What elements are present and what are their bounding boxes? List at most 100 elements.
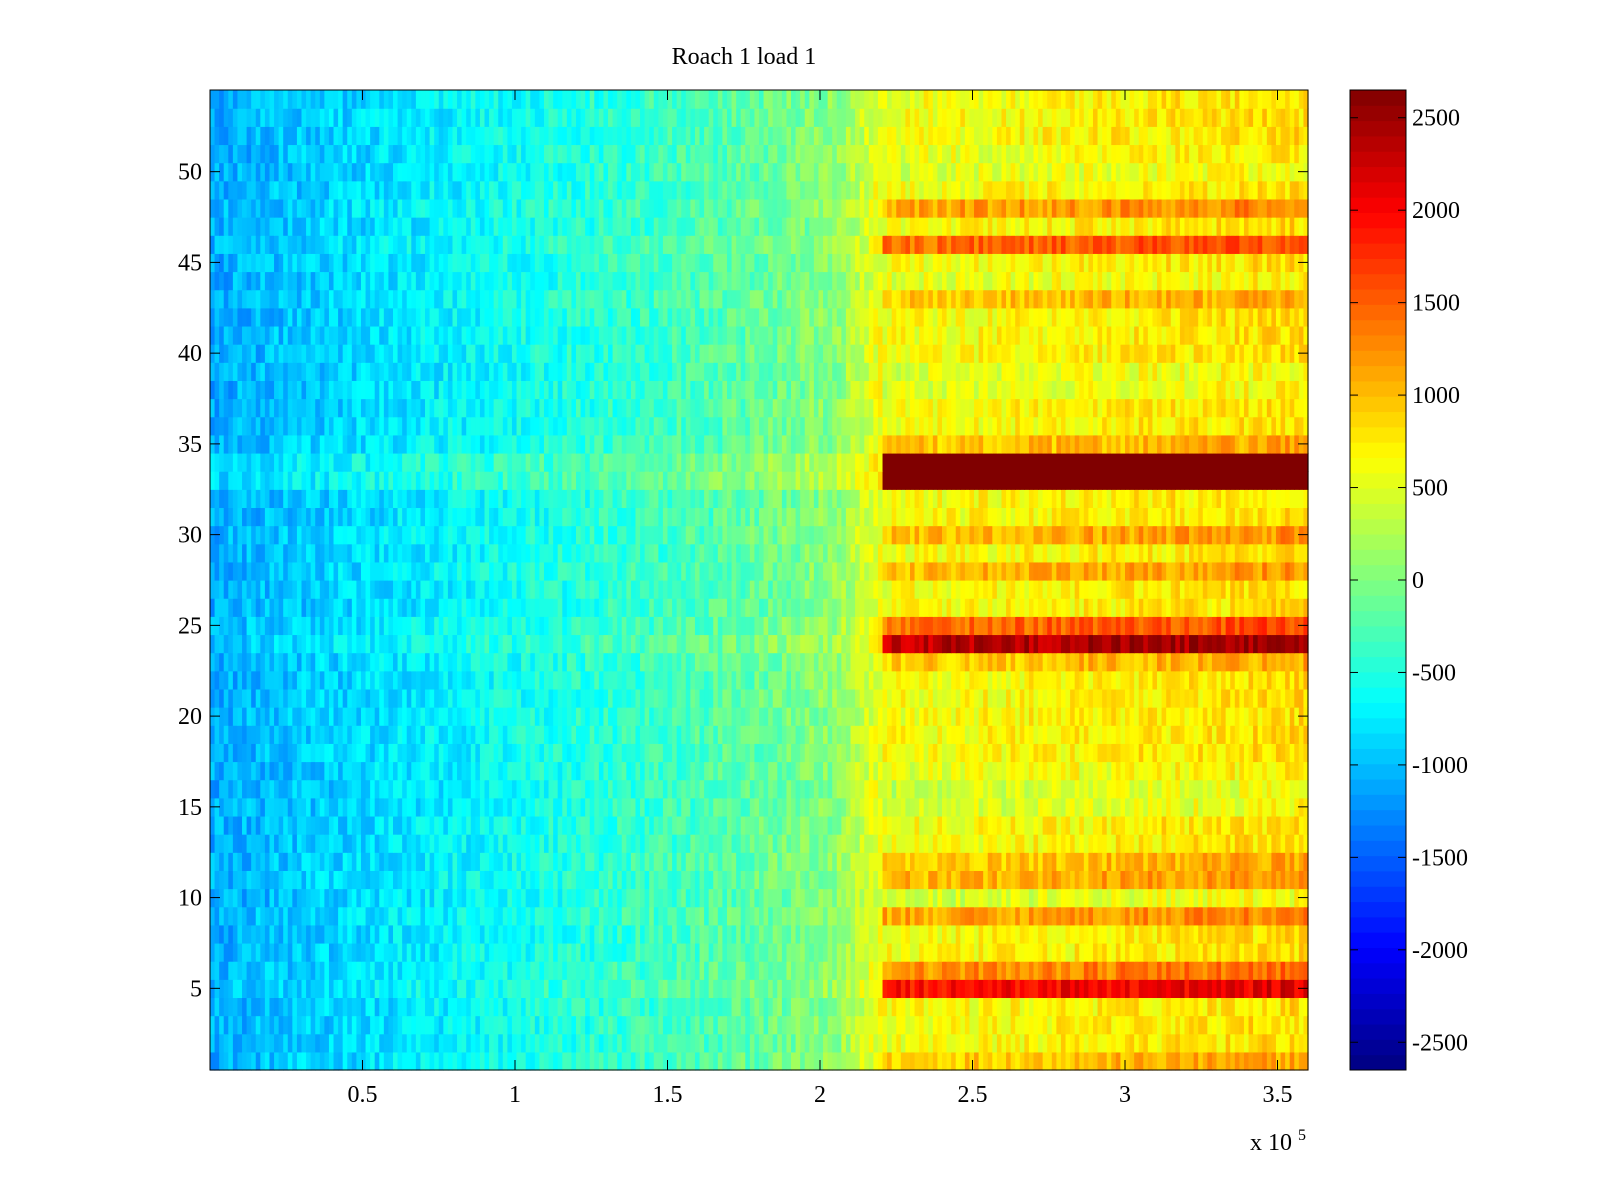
heatmap-cell <box>383 888 390 908</box>
heatmap-cell <box>296 852 303 871</box>
heatmap-cell <box>1115 1033 1122 1053</box>
heatmap-cell <box>603 942 609 962</box>
heatmap-cell <box>882 815 888 835</box>
heatmap-cell <box>713 979 719 999</box>
heatmap-cell <box>640 688 646 708</box>
heatmap-cell <box>1102 834 1108 853</box>
heatmap-cell <box>1152 707 1158 726</box>
heatmap-cell <box>832 743 838 763</box>
heatmap-cell <box>1166 797 1172 817</box>
heatmap-cell <box>1170 779 1176 799</box>
heatmap-cell <box>333 870 339 890</box>
heatmap-cell <box>1106 852 1112 871</box>
heatmap-cell <box>232 1051 239 1071</box>
heatmap-cell <box>1289 743 1295 763</box>
heatmap-cell <box>685 870 691 890</box>
heatmap-cell <box>516 870 522 890</box>
heatmap-cell <box>1253 761 1259 781</box>
heatmap-cell <box>301 743 307 763</box>
heatmap-cell <box>891 707 897 726</box>
heatmap-cell <box>493 870 499 890</box>
heatmap-cell <box>1015 997 1021 1017</box>
heatmap-cell <box>672 961 678 980</box>
heatmap-cell <box>434 725 440 744</box>
heatmap-cell <box>754 797 760 817</box>
heatmap-cell <box>283 707 289 726</box>
heatmap-cell <box>264 870 271 890</box>
heatmap-cell <box>768 815 774 835</box>
heatmap-cell <box>255 761 261 781</box>
heatmap-cell <box>425 707 431 726</box>
heatmap-cell <box>539 924 545 944</box>
heatmap-cell <box>1243 852 1250 871</box>
heatmap-cell <box>219 743 225 763</box>
heatmap-cell <box>228 725 234 744</box>
heatmap-cell <box>1275 870 1282 890</box>
heatmap-cell <box>978 1015 984 1035</box>
heatmap-cell <box>576 707 582 726</box>
heatmap-cell <box>255 815 261 835</box>
heatmap-cell <box>557 1033 563 1053</box>
heatmap-cell <box>617 997 623 1017</box>
heatmap-cell <box>365 906 371 926</box>
heatmap-cell <box>882 1015 888 1035</box>
heatmap-cell <box>731 1015 737 1035</box>
heatmap-cell <box>516 707 522 726</box>
heatmap-cell <box>1285 834 1291 853</box>
heatmap-cell <box>484 725 490 744</box>
heatmap-cell <box>493 1051 499 1071</box>
heatmap-cell <box>1230 852 1236 871</box>
heatmap-cell <box>1202 1051 1208 1071</box>
heatmap-cell <box>562 979 568 999</box>
heatmap-cell <box>310 779 316 799</box>
heatmap-cell <box>919 707 925 726</box>
heatmap-cell <box>470 725 476 744</box>
heatmap-cell <box>434 797 440 817</box>
heatmap-cell <box>630 961 637 980</box>
heatmap-cell <box>1266 797 1273 817</box>
heatmap-cell <box>1092 797 1099 817</box>
heatmap-cell <box>1207 834 1213 853</box>
heatmap-cell <box>1019 870 1025 890</box>
heatmap-cell <box>269 743 275 763</box>
heatmap-cell <box>1065 815 1071 835</box>
heatmap-cell <box>832 979 838 999</box>
heatmap-cell <box>356 1033 362 1053</box>
heatmap-cell <box>1138 834 1144 853</box>
heatmap-cell <box>630 888 637 908</box>
heatmap-cell <box>511 906 518 926</box>
heatmap-cell <box>818 797 824 817</box>
heatmap-cell <box>992 979 998 999</box>
heatmap-cell <box>576 779 582 799</box>
heatmap-cell <box>223 797 229 817</box>
heatmap-cell <box>1248 707 1254 726</box>
heatmap-cell <box>598 743 605 763</box>
heatmap-cell <box>855 779 861 799</box>
heatmap-cell <box>397 725 403 744</box>
heatmap-cell <box>1225 997 1231 1017</box>
heatmap-cell <box>685 743 691 763</box>
heatmap-cell <box>434 1015 440 1035</box>
heatmap-cell <box>1024 870 1030 890</box>
heatmap-cell <box>370 870 376 890</box>
heatmap-cell <box>644 979 650 999</box>
heatmap-cell <box>987 725 993 744</box>
heatmap-cell <box>813 906 820 926</box>
heatmap-cell <box>859 888 865 908</box>
heatmap-cell <box>708 707 714 726</box>
heatmap-cell <box>447 888 454 908</box>
heatmap-cell <box>1060 779 1067 799</box>
heatmap-cell <box>612 1033 618 1053</box>
heatmap-cell <box>406 779 412 799</box>
heatmap-cell <box>598 1033 605 1053</box>
heatmap-cell <box>694 979 701 999</box>
heatmap-cell <box>850 852 856 871</box>
heatmap-cell <box>708 961 714 980</box>
heatmap-cell <box>420 924 426 944</box>
heatmap-cell <box>296 797 303 817</box>
heatmap-cell <box>264 707 271 726</box>
heatmap-cell <box>818 1051 824 1071</box>
heatmap-cell <box>946 942 952 962</box>
heatmap-cell <box>1015 761 1021 781</box>
heatmap-cell <box>1134 906 1140 926</box>
